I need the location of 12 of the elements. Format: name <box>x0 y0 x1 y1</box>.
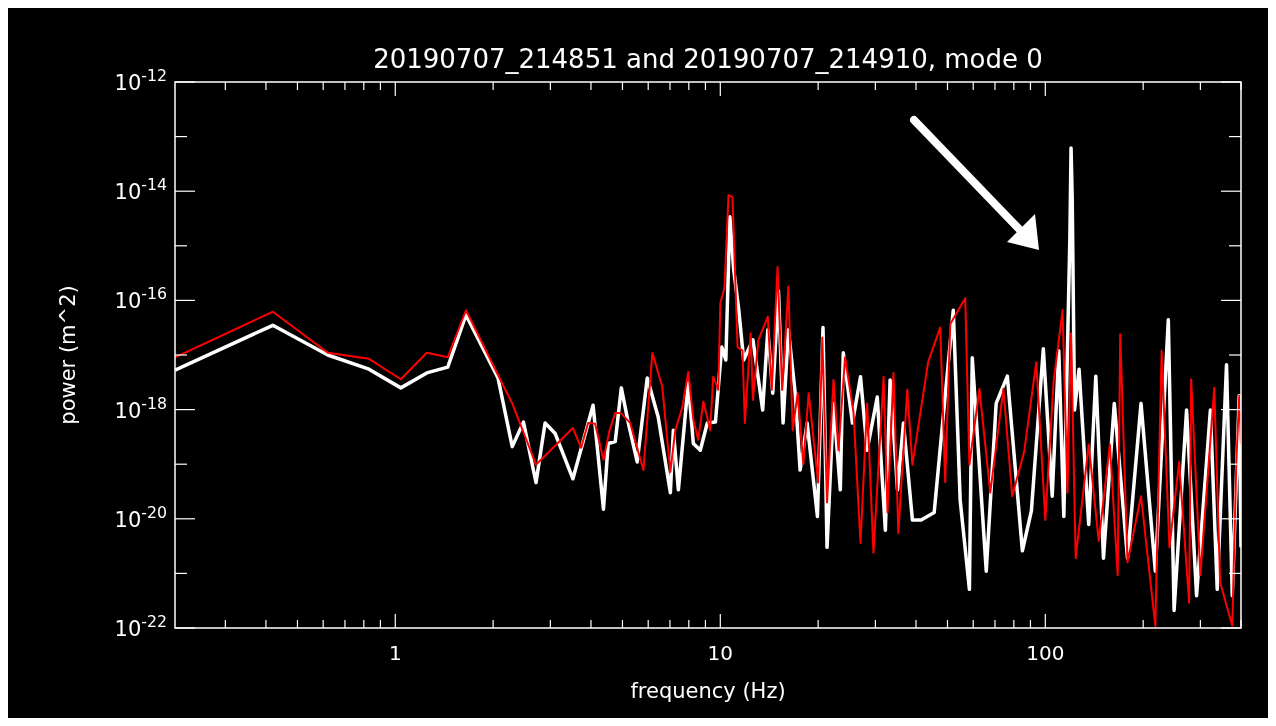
y-tick-label: 10$^{-14}$ <box>114 174 167 205</box>
x-axis-title: frequency (Hz) <box>630 679 786 703</box>
x-tick-label: 10 <box>707 641 734 665</box>
x-tick-label: 100 <box>1026 641 1065 665</box>
y-axis-title: power (m^2) <box>56 285 80 425</box>
x-tick-label: 1 <box>388 641 402 665</box>
chart-title: 20190707_214851 and 20190707_214910, mode 0 <box>373 44 1043 74</box>
y-tick-label: 10$^{-16}$ <box>114 283 167 314</box>
y-tick-label: 10$^{-12}$ <box>114 65 167 95</box>
y-tick-label: 10$^{-22}$ <box>114 611 167 641</box>
y-tick-label: 10$^{-18}$ <box>114 393 167 423</box>
y-tick-label: 10$^{-20}$ <box>114 502 167 532</box>
